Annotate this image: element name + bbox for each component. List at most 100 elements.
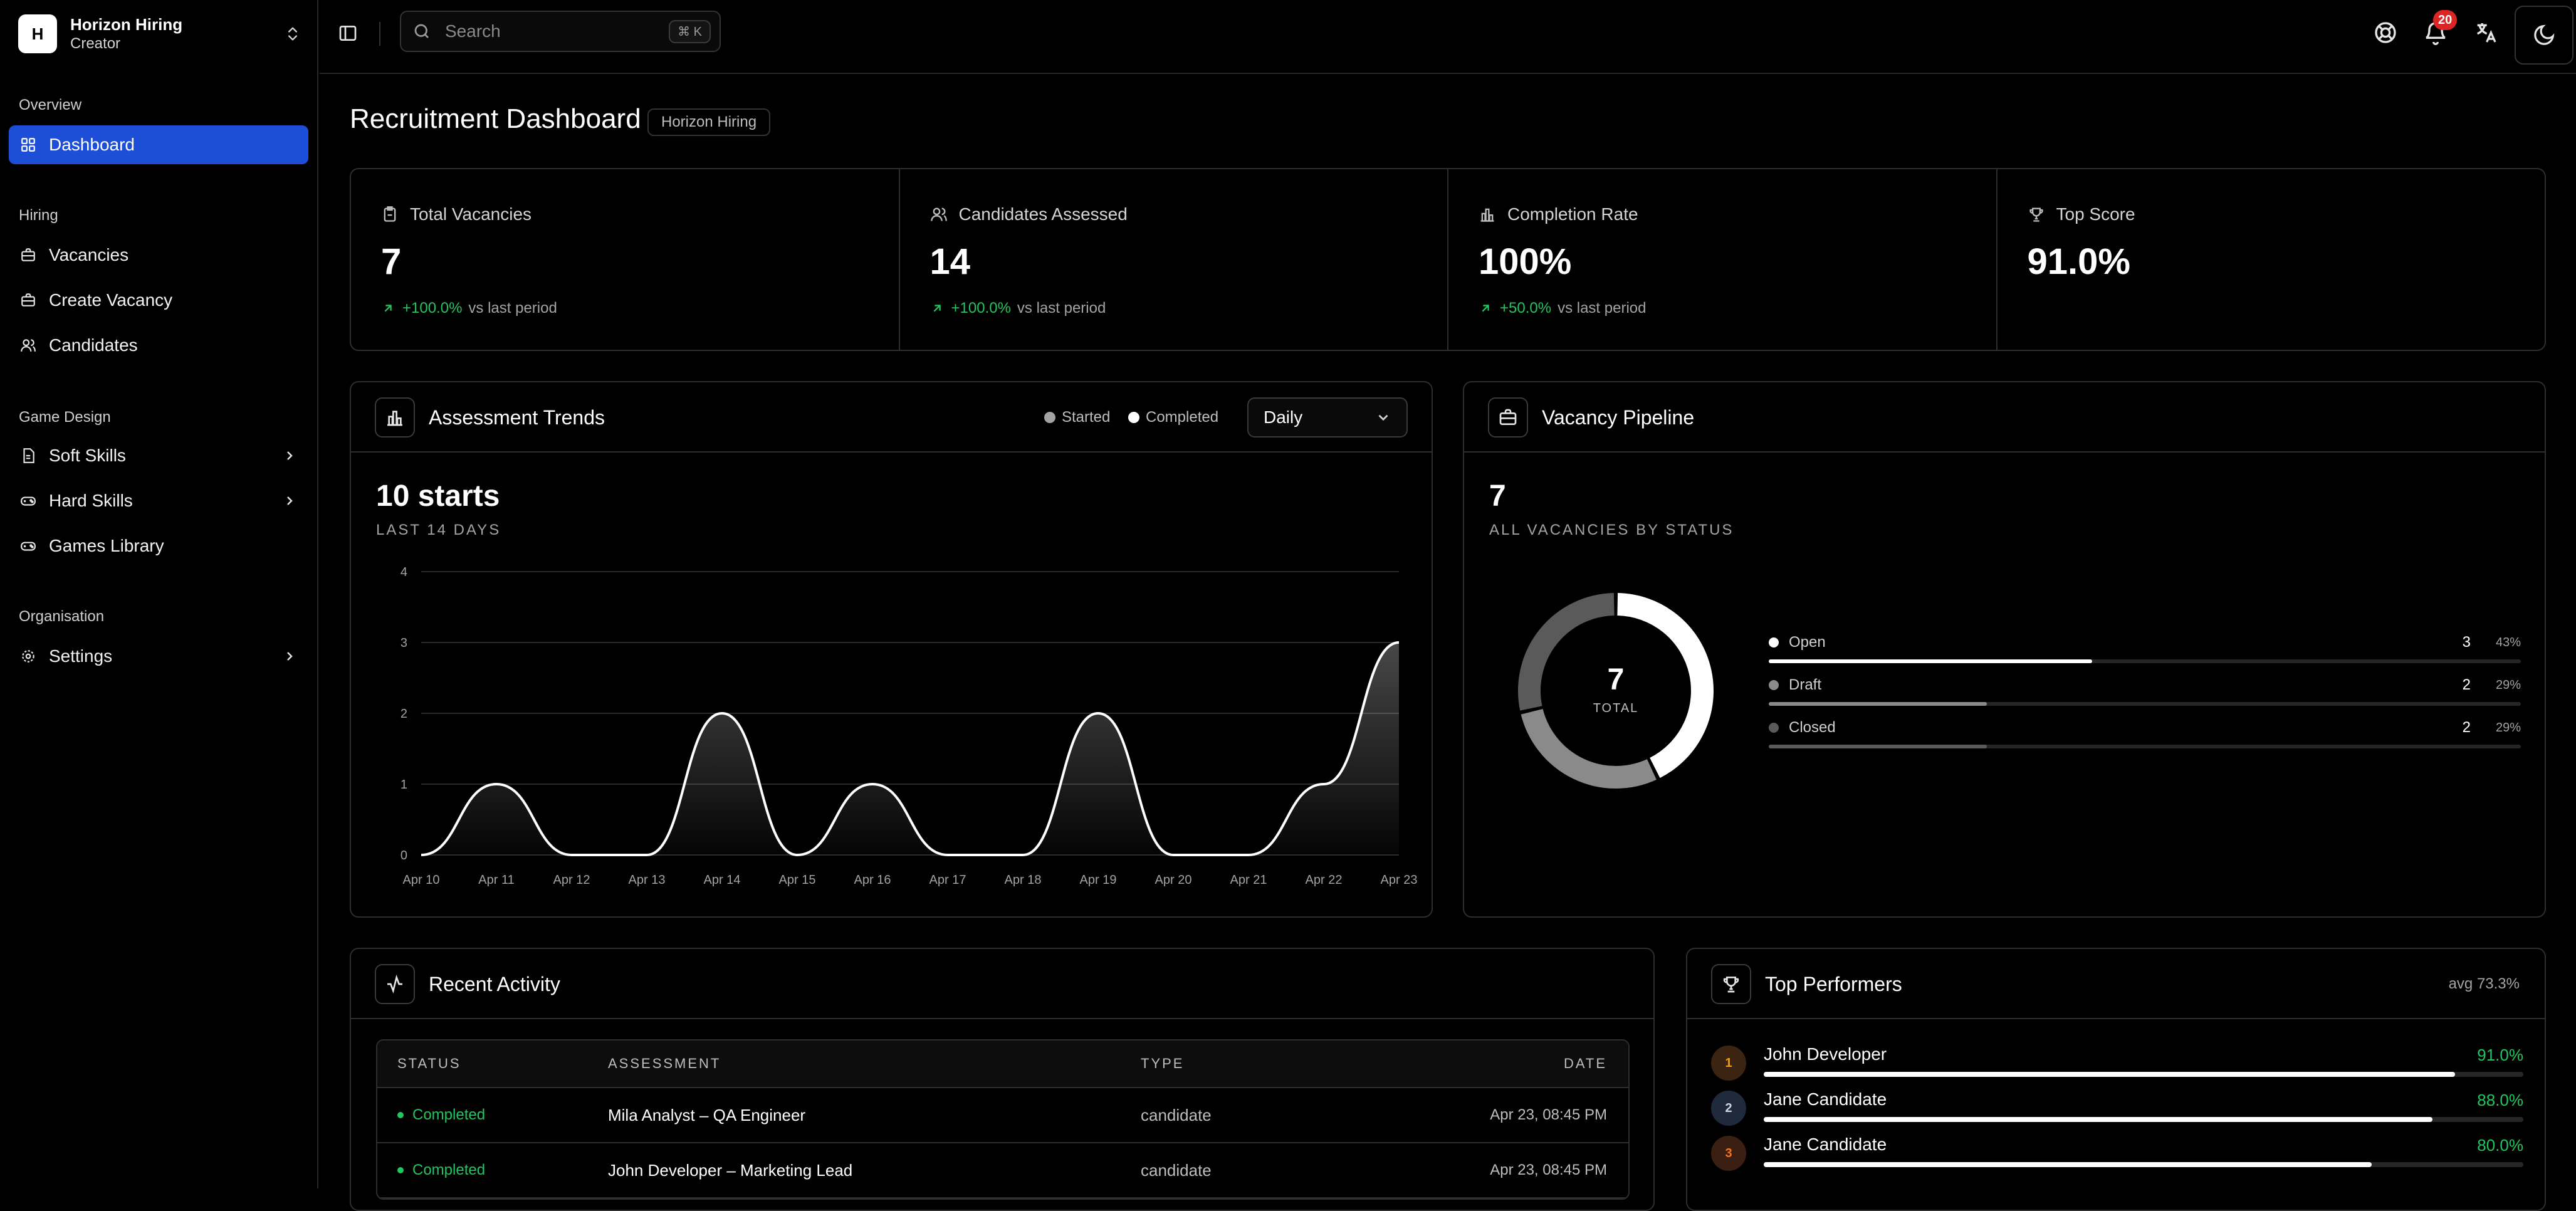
moon-icon <box>2534 24 2555 45</box>
table-row[interactable]: Completed Mila Analyst – QA Engineer can… <box>377 1088 1628 1143</box>
sidebar-item-dashboard[interactable]: Dashboard <box>9 125 308 164</box>
theme-toggle-button[interactable] <box>2515 6 2573 65</box>
x-tick-label: Apr 20 <box>1155 873 1192 887</box>
kpi-label: Top Score <box>2056 204 2135 224</box>
kpi-label: Total Vacancies <box>410 204 532 224</box>
sidebar-item-create-vacancy[interactable]: Create Vacancy <box>9 281 308 320</box>
col-assessment[interactable]: ASSESSMENT <box>608 1056 721 1071</box>
search-input[interactable]: Search ⌘ K <box>400 11 721 52</box>
type-cell: candidate <box>1141 1160 1212 1180</box>
gamepad-icon <box>21 496 36 506</box>
sidebar-item-hard-skills[interactable]: Hard Skills <box>9 481 308 520</box>
period-select-value: Daily <box>1264 407 1303 427</box>
pipeline-caption: ALL VACANCIES BY STATUS <box>1489 522 1734 538</box>
period-select[interactable]: Daily <box>1247 397 1408 438</box>
briefcase-icon <box>21 248 35 261</box>
gear-icon <box>22 650 34 663</box>
status-count: 3 <box>2462 634 2471 651</box>
status-name: Open <box>1789 634 1826 651</box>
assessment-trend-chart: 0 1 2 3 4 Apr 10 Apr 11 Apr 12 Apr 13 Apr 14 Apr 1… <box>401 565 1418 887</box>
donut-total: 7 <box>1608 663 1625 696</box>
kpi-delta: +100.0% vs last period <box>930 300 1106 317</box>
sidebar-toggle-icon[interactable] <box>338 23 358 43</box>
status-swatch <box>1769 723 1779 733</box>
performer-name: Jane Candidate <box>1764 1135 1887 1154</box>
top-performers-card: Top Performers avg 73.3% 1 John Develope… <box>1686 948 2546 1211</box>
org-name: Horizon Hiring <box>70 15 183 34</box>
date-cell: Apr 23, 08:45 PM <box>1490 1161 1607 1178</box>
nav-group-organisation: Organisation <box>19 608 105 625</box>
table-row[interactable]: Completed John Developer – Marketing Lea… <box>377 1143 1628 1198</box>
kpi-delta-value: +50.0% <box>1500 300 1552 317</box>
org-tag: Horizon Hiring <box>647 108 771 136</box>
status-count: 2 <box>2462 719 2471 736</box>
performer-score: 91.0% <box>2477 1046 2523 1064</box>
bar-chart-icon <box>387 411 402 426</box>
kpi-delta-suffix: vs last period <box>468 300 557 317</box>
performer-name: Jane Candidate <box>1764 1089 1887 1109</box>
y-tick-label: 4 <box>401 565 407 579</box>
performer-name: John Developer <box>1764 1044 1887 1064</box>
sidebar-item-vacancies[interactable]: Vacancies <box>9 236 308 275</box>
status-name: Closed <box>1789 719 1836 736</box>
chevrons-up-down-icon <box>288 27 297 41</box>
y-tick-label: 1 <box>401 778 407 792</box>
kpi-top-score: Top Score 91.0% <box>1997 169 2545 350</box>
x-tick-label: Apr 18 <box>1005 873 1042 887</box>
sidebar-item-label: Games Library <box>49 536 164 555</box>
legend-completed: Completed <box>1128 409 1218 426</box>
started-series-area <box>421 642 1399 855</box>
sidebar-item-candidates[interactable]: Candidates <box>9 326 308 365</box>
kpi-candidates-assessed: Candidates Assessed 14 +100.0% vs last p… <box>900 169 1448 350</box>
translate-icon[interactable] <box>2473 20 2498 45</box>
donut-slice-draft[interactable] <box>1521 708 1657 789</box>
status-name: Draft <box>1789 676 1822 693</box>
org-logo: H <box>18 14 57 53</box>
rank-badge: 1 <box>1711 1046 1746 1081</box>
org-role: Creator <box>70 35 121 52</box>
kpi-value: 14 <box>929 241 971 282</box>
sidebar-item-soft-skills[interactable]: Soft Skills <box>9 436 308 475</box>
help-icon[interactable] <box>2373 20 2398 45</box>
nav-group-hiring: Hiring <box>19 207 58 224</box>
sidebar-item-settings[interactable]: Settings <box>9 637 308 676</box>
kpi-delta: +50.0% vs last period <box>1479 300 1646 317</box>
donut-slice-closed[interactable] <box>1518 593 1615 711</box>
kpi-label: Completion Rate <box>1507 204 1638 224</box>
status-badge: Completed <box>397 1161 485 1179</box>
briefcase-icon <box>1499 409 1517 425</box>
sidebar-item-label: Dashboard <box>49 135 135 154</box>
trends-caption: LAST 14 DAYS <box>376 522 501 538</box>
kpi-completion-rate: Completion Rate 100% +50.0% vs last peri… <box>1448 169 1997 350</box>
chevron-right-icon <box>287 451 293 460</box>
status-bar-track <box>1769 745 2521 748</box>
activity-table: STATUS ASSESSMENT TYPE DATE Completed Mi… <box>376 1039 1630 1200</box>
trend-up-icon <box>384 305 392 312</box>
card-title: Top Performers <box>1765 973 1902 995</box>
donut-slice-open[interactable] <box>1617 593 1714 778</box>
vacancy-status-donut: 7 TOTAL <box>1518 593 1714 789</box>
legend-swatch <box>1128 412 1139 423</box>
gamepad-icon <box>21 542 36 551</box>
status-bar-fill <box>1769 745 1987 748</box>
nav-group-overview: Overview <box>19 97 82 113</box>
users-icon <box>930 207 947 221</box>
card-title: Recent Activity <box>429 973 560 995</box>
score-bar-track <box>1764 1162 2523 1167</box>
trophy-icon <box>2029 207 2043 222</box>
pipeline-row-draft: Draft 2 29% <box>1769 676 2521 706</box>
sidebar-item-games-library[interactable]: Games Library <box>9 527 308 565</box>
x-tick-label: Apr 17 <box>929 873 966 887</box>
activity-icon <box>387 974 402 994</box>
x-tick-label: Apr 15 <box>779 873 816 887</box>
score-bar-track <box>1764 1117 2523 1122</box>
org-switcher[interactable]: H Horizon Hiring Creator <box>18 14 301 53</box>
col-status[interactable]: STATUS <box>397 1056 461 1071</box>
average-score: avg 73.3% <box>2448 975 2520 992</box>
status-text: Completed <box>412 1161 486 1178</box>
col-date[interactable]: DATE <box>1563 1056 1607 1071</box>
x-tick-label: Apr 23 <box>1381 873 1418 887</box>
col-type[interactable]: TYPE <box>1141 1056 1185 1071</box>
started-series-line <box>421 641 1400 857</box>
legend-swatch <box>1044 412 1055 423</box>
